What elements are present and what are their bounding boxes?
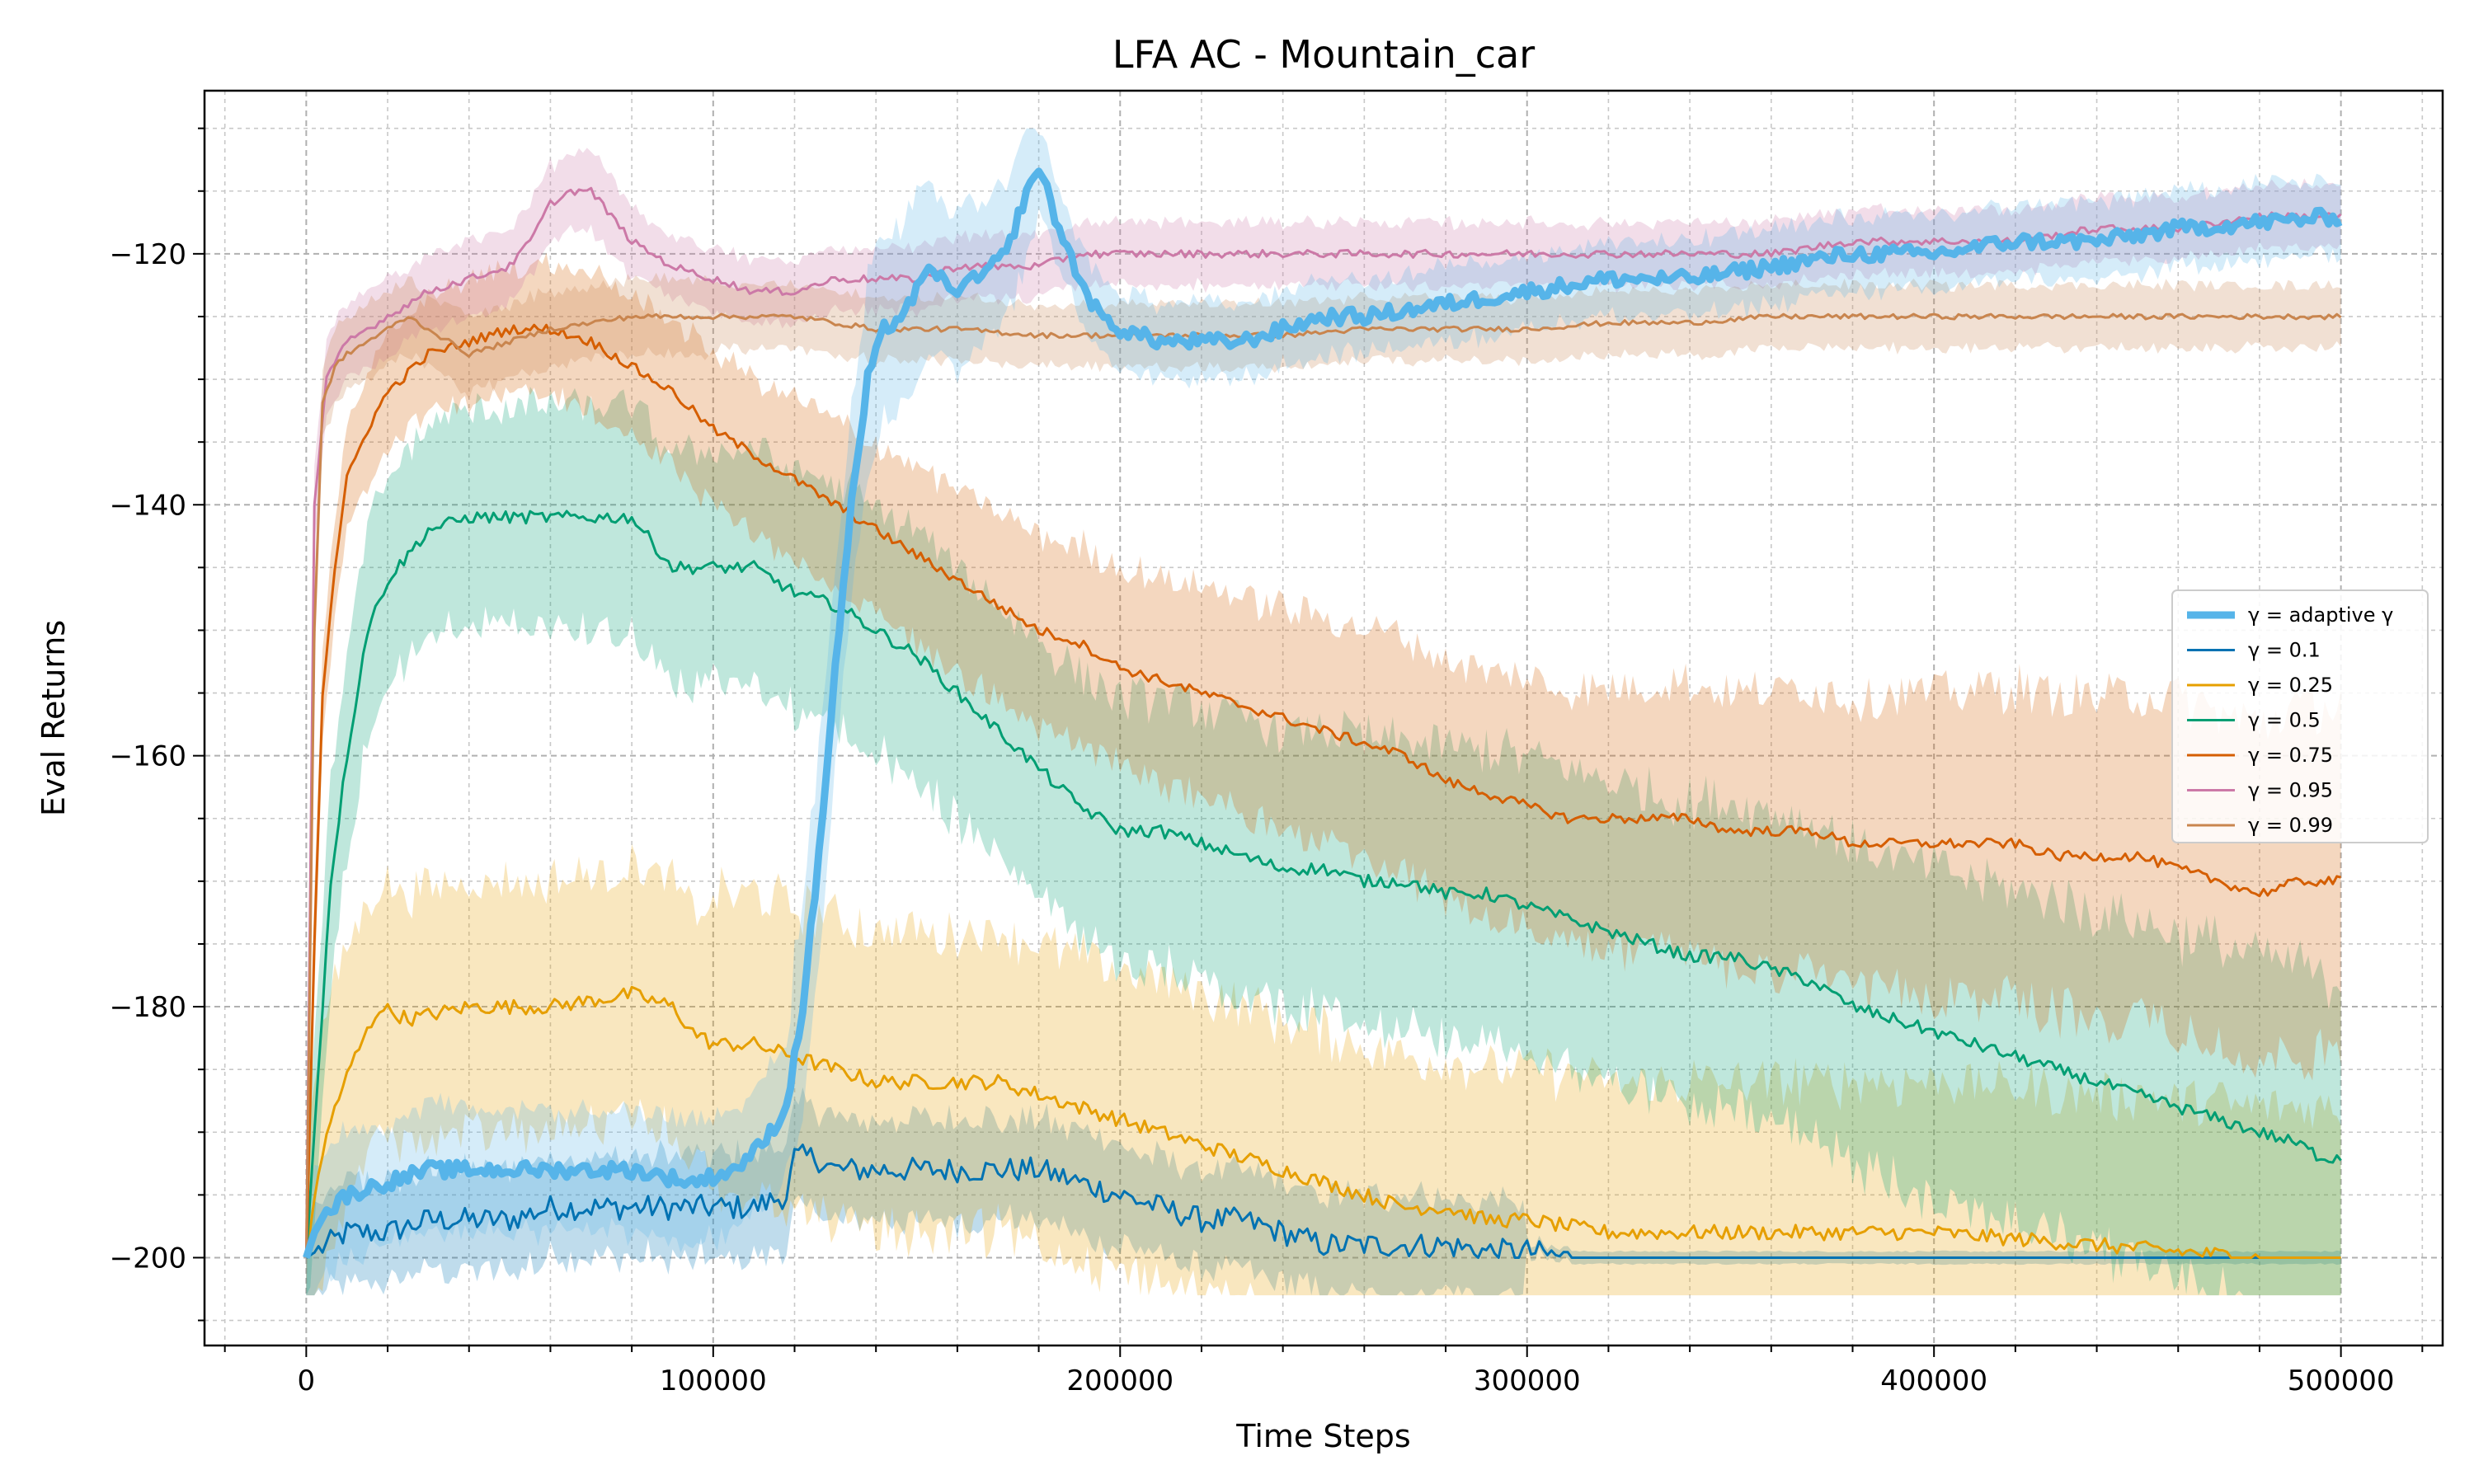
x-axis-label: Time Steps xyxy=(1235,1418,1410,1454)
series-line xyxy=(304,312,2342,1258)
chart-title: LFA AC - Mountain_car xyxy=(1112,32,1535,77)
y-tick-label: −200 xyxy=(110,1242,186,1275)
confidence-band xyxy=(306,272,2341,1296)
plot-frame xyxy=(203,89,2444,1347)
legend: γ = adaptive γ γ = 0.1 γ = 0.25 γ = 0.5 γ = … xyxy=(2171,589,2429,843)
x-tick-label: 0 xyxy=(298,1364,316,1397)
confidence-band xyxy=(306,128,2341,1296)
series-line xyxy=(303,167,2343,1259)
legend-entry: γ = 0.95 xyxy=(2248,779,2333,802)
series-lines xyxy=(303,167,2343,1259)
y-tick-label: −180 xyxy=(110,991,186,1024)
legend-entry: γ = 0.1 xyxy=(2248,639,2321,662)
y-tick-label: −160 xyxy=(110,740,186,773)
legend-entry: γ = 0.5 xyxy=(2248,709,2321,732)
axis-ticks: 0 100000 200000 300000 400000 500000 −200 −180 −… xyxy=(110,127,2424,1397)
series-line xyxy=(304,985,2341,1259)
legend-entry: γ = 0.75 xyxy=(2248,744,2333,767)
x-tick-label: 200000 xyxy=(1066,1364,1174,1397)
x-tick-label: 100000 xyxy=(660,1364,767,1397)
confidence-band xyxy=(306,1087,2341,1296)
series-line xyxy=(305,1144,2341,1259)
x-tick-label: 300000 xyxy=(1474,1364,1581,1397)
legend-entry: γ = adaptive γ xyxy=(2248,603,2393,627)
legend-entry: γ = 0.99 xyxy=(2248,814,2333,837)
confidence-band xyxy=(306,252,2341,1296)
legend-box xyxy=(2171,589,2429,843)
y-axis-label: Eval Returns xyxy=(35,620,72,816)
y-tick-label: −140 xyxy=(110,489,186,522)
x-tick-label: 500000 xyxy=(2288,1364,2395,1397)
x-tick-label: 400000 xyxy=(1880,1364,1987,1397)
series-line xyxy=(304,323,2341,1258)
y-tick-label: −120 xyxy=(110,238,186,271)
series-line xyxy=(304,186,2342,1258)
series-line xyxy=(304,510,2342,1258)
confidence-band xyxy=(306,387,2341,1296)
confidence-band xyxy=(306,843,2341,1296)
legend-entry: γ = 0.25 xyxy=(2248,674,2333,697)
confidence-bands xyxy=(306,128,2341,1296)
